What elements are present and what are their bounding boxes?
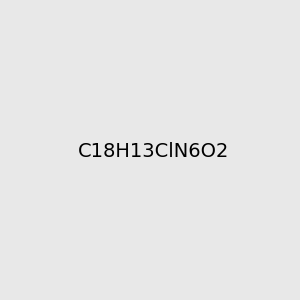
Text: C18H13ClN6O2: C18H13ClN6O2: [78, 142, 230, 161]
